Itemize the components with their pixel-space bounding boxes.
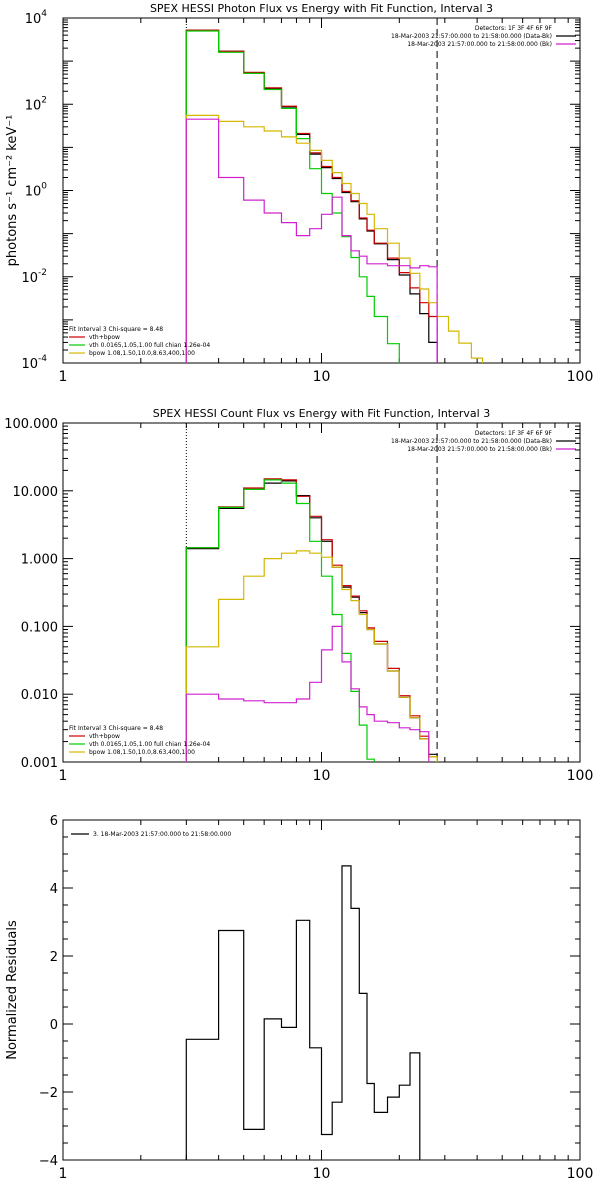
x-tick-label: 10 (313, 369, 331, 385)
legend-bottom-entry: vth 0.0165,1.05,1.00 full chian 1.26e-04 (89, 741, 210, 748)
chart-panel-3: 1 10 100 −4 −2 0 2 4 6 Normalized Residuals 3. 18-… (5, 814, 594, 1182)
chart-title: SPEX HESSI Photon Flux vs Energy with Fi… (150, 2, 493, 15)
x-tick-label: 1 (59, 768, 68, 784)
y-tick-base: 10 (21, 271, 38, 286)
y-tick-label: 102 (25, 95, 47, 113)
legend-bottom-entry: vth 0.0165,1.05,1.00 full chian 1.26e-04 (89, 342, 210, 349)
plot-frame (62, 422, 581, 763)
y-tick-label: −4 (39, 1154, 58, 1169)
legend-bottom-entry: bpow 1.08,1.50,10.0,8.63,400,1.00 (89, 749, 195, 756)
legend-bottom-entry: vth+bpow (89, 733, 120, 740)
y-tick-exponent: -2 (38, 268, 47, 278)
x-tick-label: 10 (313, 768, 331, 784)
series-vth (185, 479, 375, 762)
series-background (185, 625, 430, 762)
y-tick-label: −2 (39, 1086, 58, 1101)
y-tick-base: 10 (25, 185, 42, 200)
y-tick-exponent: -4 (38, 354, 47, 364)
y-tick-exponent: 0 (41, 182, 47, 192)
legend-bottom-entry: vth+bpow (89, 334, 120, 341)
legend-top-entry: 18-Mar-2003 21:57:00.000 to 21:58:00.000… (407, 41, 552, 48)
y-tick-label: 10-4 (21, 354, 47, 372)
y-tick-label: 0 (50, 1018, 58, 1033)
y-tick-base: 10 (25, 12, 42, 27)
y-tick-base: 10 (25, 98, 42, 113)
series-background (185, 118, 438, 363)
y-axis-label: photons s⁻¹ cm⁻² keV⁻¹ (5, 115, 20, 267)
series-bpow (185, 114, 484, 363)
y-tick-label: 2 (50, 950, 58, 965)
series-residuals (185, 865, 421, 1160)
series-data (185, 480, 438, 762)
legend-top-entry: Detectors: 1F 3F 4F 6F 9F (475, 25, 553, 32)
chart-title: SPEX HESSI Count Flux vs Energy with Fit… (153, 407, 490, 420)
y-axis-label: Normalized Residuals (5, 920, 20, 1060)
y-tick-base: 10 (21, 357, 38, 372)
series-bpow (185, 550, 438, 762)
y-tick-label: 100.000 (4, 417, 58, 432)
x-tick-label: 100 (567, 1166, 594, 1182)
y-tick-label: 0.010 (21, 688, 58, 703)
legend-bottom-entry: bpow 1.08,1.50,10.0,8.63,400,1.00 (89, 350, 195, 357)
y-tick-label: 0.100 (21, 620, 58, 635)
y-tick-exponent: 4 (41, 9, 47, 19)
y-tick-label: 4 (50, 882, 58, 897)
y-tick-label: 100 (25, 182, 48, 200)
x-tick-label: 100 (567, 768, 594, 784)
x-tick-label: 1 (59, 369, 68, 385)
y-tick-label: 1.000 (21, 553, 58, 568)
chart-panel-1: SPEX HESSI Photon Flux vs Energy with Fi… (5, 2, 594, 385)
legend-bottom-entry: Fit Interval 3 Chi-square = 8.48 (69, 725, 163, 732)
legend-top-entry: 18-Mar-2003 21:57:00.000 to 21:58:00.000… (407, 446, 552, 453)
chart-panel-2: SPEX HESSI Count Flux vs Energy with Fit… (4, 407, 594, 784)
legend-top-entry: 18-Mar-2003 21:57:00.000 to 21:58:00.000… (391, 438, 552, 445)
series-vth+bpow (185, 478, 438, 762)
series-vth (185, 30, 400, 363)
legend-bottom-entry: Fit Interval 3 Chi-square = 8.48 (69, 326, 163, 333)
y-tick-label: 0.001 (21, 756, 58, 771)
legend-top-entry: 3. 18-Mar-2003 21:57:00.000 to 21:58:00.… (93, 831, 231, 838)
legend-top-entry: 18-Mar-2003 21:57:00.000 to 21:58:00.000… (391, 33, 552, 40)
x-tick-label: 1 (59, 1166, 68, 1182)
y-tick-label: 10-2 (21, 268, 47, 286)
x-tick-label: 100 (567, 369, 594, 385)
y-tick-label: 6 (50, 814, 58, 829)
y-tick-label: 10.000 (13, 485, 59, 500)
x-tick-label: 10 (313, 1166, 331, 1182)
y-tick-exponent: 2 (41, 95, 47, 105)
legend-top-entry: Detectors: 1F 3F 4F 6F 9F (475, 430, 553, 437)
y-tick-label: 104 (25, 9, 48, 27)
